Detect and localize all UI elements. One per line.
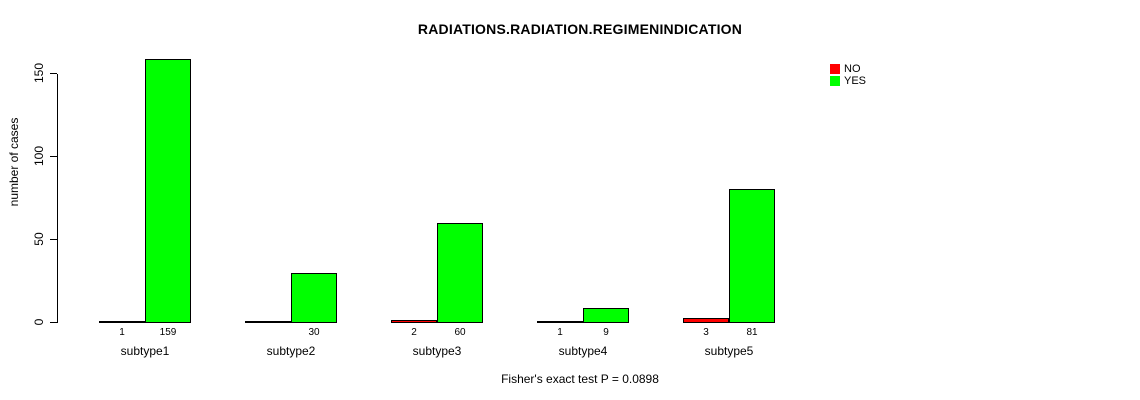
legend-swatch-yes [830, 76, 840, 86]
bar-value-label [245, 327, 291, 339]
category-label: subtype3 [412, 344, 462, 358]
legend-item: YES [830, 75, 866, 87]
category-label: subtype2 [266, 344, 316, 358]
bar-value-label: 1 [557, 327, 563, 338]
category-label: subtype5 [704, 344, 754, 358]
legend-swatch-no [830, 64, 840, 74]
bar-yes-subtype4 [583, 308, 629, 323]
y-axis-label: number of cases [7, 117, 21, 207]
bar-value-label: 2 [411, 327, 417, 338]
legend-item: NO [830, 63, 866, 75]
bar-yes-subtype1 [145, 59, 191, 323]
y-tick [50, 322, 57, 323]
bar-value-label: 60 [454, 327, 466, 338]
caption: Fisher's exact test P = 0.0898 [501, 372, 659, 386]
bar-no-subtype1 [99, 321, 145, 323]
y-tick-label: 100 [32, 145, 46, 167]
bar-value-label: 1 [119, 327, 125, 338]
y-tick [50, 156, 57, 157]
y-axis [57, 74, 58, 323]
legend: NO YES [830, 63, 866, 87]
bar-value-label: 3 [703, 327, 709, 338]
bar-value-label: 9 [603, 327, 609, 338]
bar-no-subtype4 [537, 321, 583, 323]
bar-value-label: 159 [159, 327, 177, 338]
bar-no-subtype2 [245, 321, 291, 323]
y-tick-label: 50 [32, 232, 46, 246]
category-label: subtype1 [120, 344, 170, 358]
category-label: subtype4 [558, 344, 608, 358]
bar-value-label: 81 [746, 327, 758, 338]
y-tick [50, 239, 57, 240]
bar-yes-subtype5 [729, 188, 775, 323]
y-tick-label: 150 [32, 62, 46, 84]
y-tick-label: 0 [32, 318, 46, 326]
bar-yes-subtype2 [291, 273, 337, 323]
legend-label: NO [844, 63, 861, 75]
bar-value-label: 30 [308, 327, 320, 338]
bar-no-subtype5 [683, 318, 729, 323]
legend-label: YES [844, 75, 867, 87]
bar-no-subtype3 [391, 319, 437, 323]
y-tick [50, 73, 57, 74]
chart-title: RADIATIONS.RADIATION.REGIMENINDICATION [417, 21, 743, 37]
bar-yes-subtype3 [437, 223, 483, 323]
